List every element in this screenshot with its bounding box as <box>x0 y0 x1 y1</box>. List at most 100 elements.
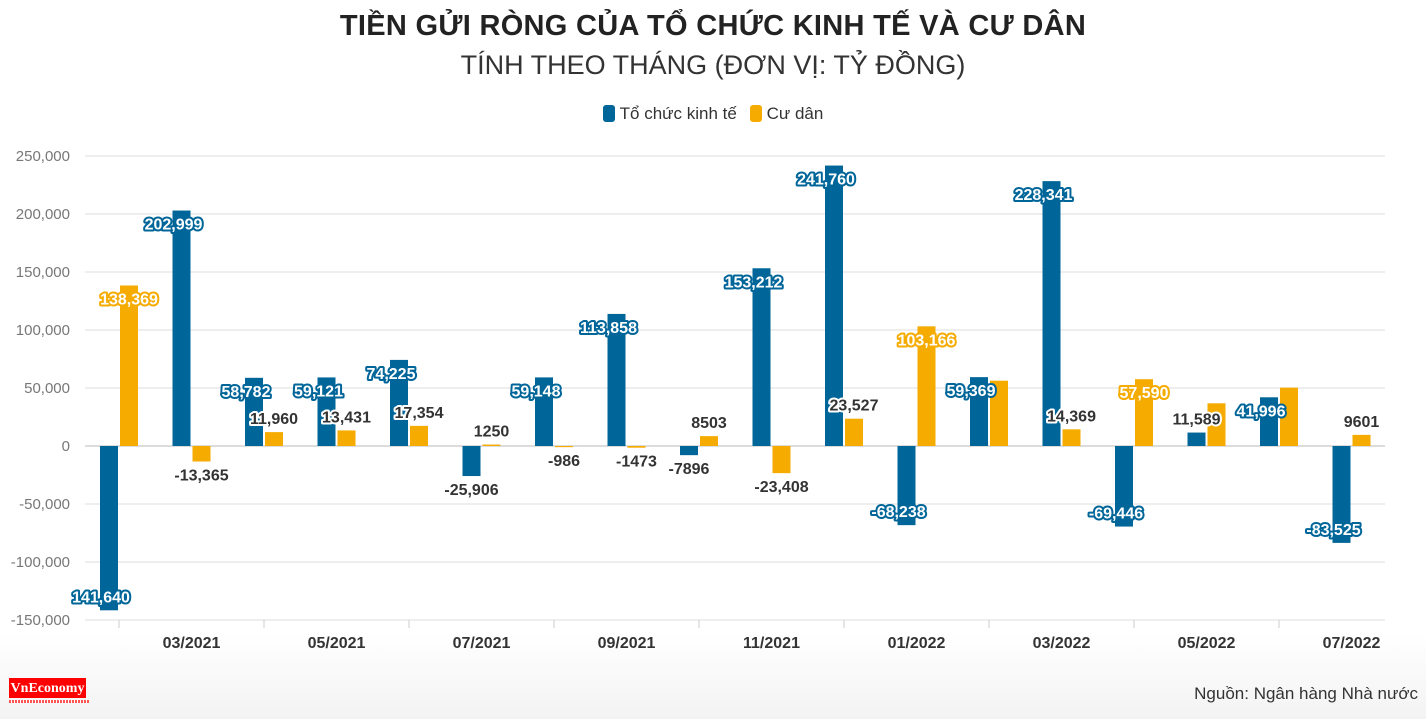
x-tick-label: 01/2022 <box>888 635 946 652</box>
legend-swatch-orange <box>749 105 762 122</box>
bar-to-chuc-kinh-te <box>897 446 916 526</box>
bar-to-chuc-kinh-te <box>1260 397 1278 446</box>
vneconomy-logo: VnEconomy <box>9 678 86 698</box>
data-label: 9601 <box>1344 414 1380 431</box>
bar-to-chuc-kinh-te <box>172 210 191 446</box>
bar-to-chuc-kinh-te <box>825 165 843 446</box>
data-label: -83,525 <box>1306 522 1360 539</box>
bar-to-chuc-kinh-te <box>390 359 408 446</box>
bar-cu-dan <box>1352 434 1371 446</box>
data-label: 11,589 <box>1172 412 1220 429</box>
x-tick-label: 03/2022 <box>1033 635 1091 652</box>
bar-cu-dan <box>917 326 936 446</box>
y-tick-label: 50,000 <box>24 380 70 397</box>
data-label: 58,782 <box>222 384 271 401</box>
bar-cu-dan <box>482 444 501 446</box>
x-tick-label: 09/2021 <box>598 635 656 652</box>
x-tick-label: 07/2022 <box>1323 635 1381 652</box>
bar-cu-dan <box>120 285 138 446</box>
data-label: 74,225 <box>367 366 416 383</box>
data-label: 14,369 <box>1047 408 1096 425</box>
bar-cu-dan <box>772 446 791 474</box>
data-label: -23,408 <box>754 479 808 496</box>
data-label: -1473 <box>616 454 657 471</box>
data-label: 138,369 <box>100 291 158 308</box>
bar-cu-dan <box>1207 403 1226 446</box>
data-label: -68,238 <box>871 504 925 521</box>
data-label: 59,121 <box>294 383 343 400</box>
bar-cu-dan <box>845 418 863 446</box>
bar-to-chuc-kinh-te <box>1332 446 1351 543</box>
legend-label: Cư dân <box>766 104 824 123</box>
bar-to-chuc-kinh-te <box>607 313 626 446</box>
bar-cu-dan <box>410 425 428 446</box>
data-label: 13,431 <box>322 409 371 426</box>
data-label: -7896 <box>669 461 710 478</box>
bar-cu-dan <box>337 430 356 446</box>
data-label: 103,166 <box>898 332 956 349</box>
bar-cu-dan <box>265 432 283 446</box>
bar-cu-dan <box>555 446 573 448</box>
x-tick-label: 03/2021 <box>163 635 221 652</box>
bar-cu-dan <box>1062 429 1081 446</box>
data-label: -13,365 <box>174 468 228 485</box>
legend: Tổ chức kinh tế Cư dân <box>0 104 1426 124</box>
data-label: 8503 <box>691 415 727 432</box>
data-label: 141,640 <box>72 589 130 606</box>
bar-to-chuc-kinh-te <box>245 377 263 446</box>
bar-to-chuc-kinh-te <box>100 446 118 611</box>
bar-cu-dan <box>192 446 211 462</box>
x-tick-label: 11/2021 <box>743 635 800 652</box>
data-label: 153,212 <box>725 274 783 291</box>
bar-cu-dan <box>627 446 646 448</box>
chart-subtitle: TÍNH THEO THÁNG (ĐƠN VỊ: TỶ ĐỒNG) <box>460 50 966 80</box>
data-label: 113,858 <box>580 320 637 337</box>
data-label: 41,996 <box>1237 403 1286 420</box>
legend-item-to-chuc-kinh-te[interactable]: Tổ chức kinh tế <box>602 104 737 123</box>
y-tick-label: -50,000 <box>19 496 70 513</box>
data-label: -986 <box>548 453 580 470</box>
legend-item-cu-dan[interactable]: Cư dân <box>749 104 824 123</box>
data-label: 59,148 <box>512 383 561 400</box>
data-label: 57,590 <box>1120 385 1169 402</box>
y-tick-label: 0 <box>62 438 70 455</box>
x-tick-label: 05/2021 <box>308 635 366 652</box>
bar-to-chuc-kinh-te <box>1187 432 1206 446</box>
bar-cu-dan <box>700 436 718 446</box>
bar-to-chuc-kinh-te <box>462 446 481 477</box>
bar-to-chuc-kinh-te <box>680 446 698 456</box>
y-tick-label: 150,000 <box>16 264 70 281</box>
source-note: Nguồn: Ngân hàng Nhà nước <box>1194 684 1418 703</box>
x-tick-label: 07/2021 <box>453 635 511 652</box>
bar-to-chuc-kinh-te <box>1115 446 1133 527</box>
logo-tagline <box>9 700 89 703</box>
data-label: 23,527 <box>830 398 879 415</box>
bar-to-chuc-kinh-te <box>752 268 771 446</box>
y-tick-label: 200,000 <box>16 206 70 223</box>
data-label: -25,906 <box>444 482 498 499</box>
data-label: 11,960 <box>250 411 298 428</box>
bar-cu-dan <box>1280 387 1298 446</box>
bar-to-chuc-kinh-te <box>535 377 553 446</box>
data-label: 1250 <box>474 424 510 441</box>
y-tick-label: 250,000 <box>16 148 70 165</box>
legend-label: Tổ chức kinh tế <box>619 104 737 123</box>
data-label: 17,354 <box>395 405 444 422</box>
data-label: 202,999 <box>145 217 203 234</box>
y-tick-label: -100,000 <box>11 554 70 571</box>
bar-cu-dan <box>990 380 1008 446</box>
data-label: 228,341 <box>1015 187 1073 204</box>
data-label: -69,446 <box>1089 506 1143 523</box>
chart-title: TIỀN GỬI RÒNG CỦA TỔ CHỨC KINH TẾ VÀ CƯ … <box>339 10 1087 42</box>
bar-to-chuc-kinh-te <box>970 377 988 446</box>
legend-swatch-blue <box>602 105 615 122</box>
bar-to-chuc-kinh-te <box>317 377 336 446</box>
y-tick-label: 100,000 <box>16 322 70 339</box>
bar-cu-dan <box>1135 379 1153 446</box>
data-label: 59,369 <box>947 383 996 400</box>
data-label: 241,760 <box>797 172 855 189</box>
x-tick-label: 05/2022 <box>1178 635 1236 652</box>
y-tick-label: -150,000 <box>11 612 70 629</box>
bar-to-chuc-kinh-te <box>1042 181 1061 446</box>
